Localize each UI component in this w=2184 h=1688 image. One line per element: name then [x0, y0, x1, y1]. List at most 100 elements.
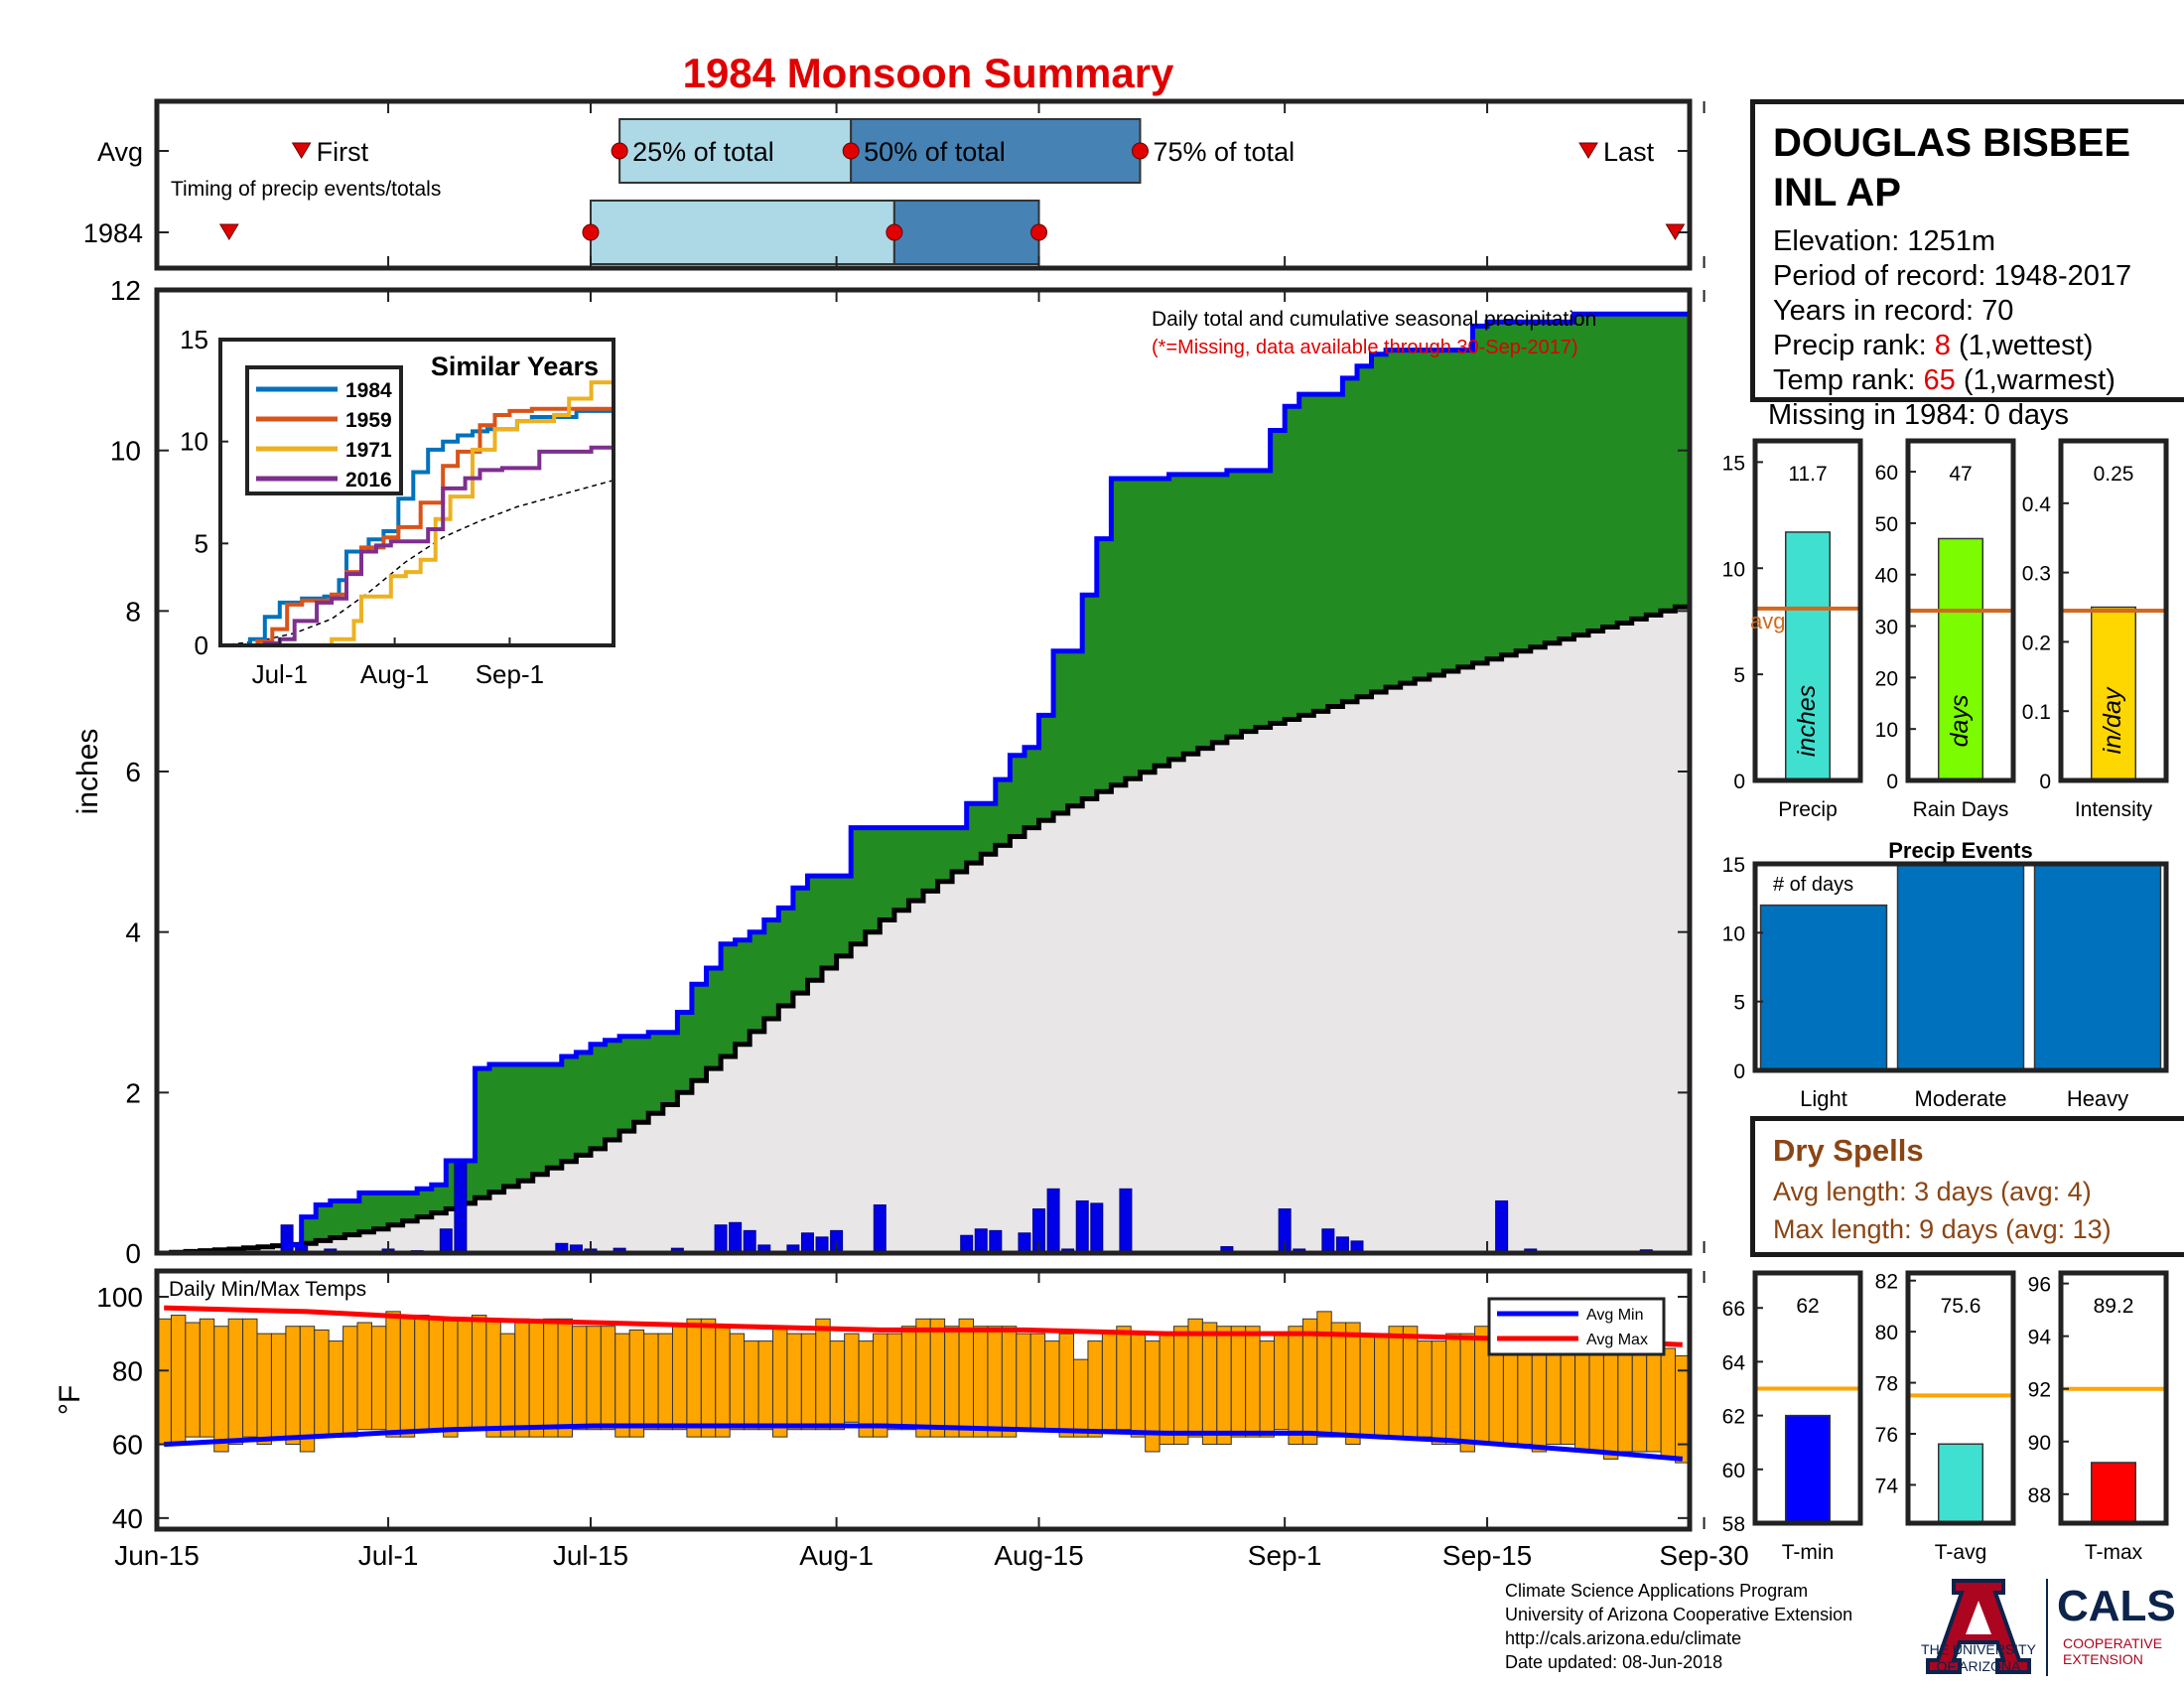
- station-elevation: Elevation: 1251m: [1773, 225, 1996, 257]
- temp-rank-value: 65: [1923, 364, 1956, 396]
- daily-temp-bar: [1330, 1322, 1347, 1438]
- event-category-label: Heavy: [2067, 1086, 2128, 1111]
- daily-temp-bar: [915, 1318, 931, 1438]
- inset-y-tick-label: 0: [195, 631, 208, 660]
- cals-logo-text: CALS: [2057, 1582, 2176, 1630]
- event-bar: [2033, 863, 2162, 1071]
- small-frame: [1905, 1270, 2016, 1526]
- small-y-tick-label: 94: [2028, 1327, 2052, 1349]
- x-tick-label: Jun-15: [114, 1540, 200, 1571]
- station-name-line1: DOUGLAS BISBEE: [1773, 121, 2131, 165]
- daily-temp-bar: [270, 1333, 287, 1438]
- daily-temp-bar: [786, 1333, 802, 1431]
- small-category-label: T-max: [2085, 1541, 2143, 1564]
- y-tick-label: 6: [125, 757, 141, 787]
- observed-cumulative-line: [157, 311, 1693, 1256]
- timing-row-label: 1984: [83, 218, 143, 248]
- inset-series-line: [220, 406, 614, 647]
- timing-last-label: Last: [1603, 137, 1655, 167]
- y-tick-label: 8: [125, 596, 141, 627]
- precip-rank-suffix: (1,wettest): [1950, 330, 2094, 361]
- timing-box-50-75: [892, 200, 1040, 265]
- daily-temp-bar: [628, 1329, 645, 1438]
- total-value-label: 62: [1796, 1295, 1819, 1318]
- university-a-logo-counter: [1966, 1601, 1991, 1634]
- daily-temp-bar: [443, 1318, 459, 1438]
- daily-temp-bar: [399, 1315, 416, 1438]
- precip-rank-value: 8: [1934, 330, 1951, 361]
- daily-precip-bar: [454, 1160, 468, 1254]
- small-category-label: Precip: [1778, 798, 1838, 821]
- legend-label: 1971: [345, 439, 392, 462]
- small-y-tick-label: 0.2: [2022, 632, 2051, 654]
- daily-temp-bar: [1602, 1347, 1619, 1460]
- daily-temp-bar: [686, 1318, 702, 1438]
- avg-label: avg: [1750, 609, 1785, 633]
- daily-precip-bar: [743, 1229, 756, 1254]
- temp-panel-title: Daily Min/Max Temps: [169, 1278, 366, 1301]
- timing-75-label: 75% of total: [1153, 137, 1295, 167]
- daily-temp-bar: [1187, 1318, 1203, 1438]
- dry-spells-box: Dry Spells Avg length: 3 days (avg: 4) M…: [1750, 1116, 2184, 1257]
- small-frame: [2058, 1270, 2169, 1526]
- daily-temp-bar: [1301, 1318, 1318, 1446]
- daily-temp-bar: [671, 1326, 688, 1431]
- daily-temp-bar: [1245, 1326, 1261, 1438]
- temp-legend-box: [1487, 1297, 1666, 1356]
- daily-temp-bar: [1445, 1333, 1461, 1446]
- legend-label: Avg Min: [1586, 1307, 1644, 1324]
- temp-y-tick-label: 60: [112, 1430, 143, 1461]
- daily-temp-bar: [771, 1326, 788, 1438]
- small-y-tick-label: 88: [2028, 1484, 2051, 1507]
- daily-temp-bar: [1159, 1333, 1175, 1446]
- daily-temp-bar: [571, 1326, 588, 1431]
- daily-temp-bar: [285, 1326, 301, 1446]
- total-value-label: 75.6: [1941, 1295, 1981, 1318]
- avg-min-line: [164, 1423, 1684, 1462]
- credit-line: Climate Science Applications Program: [1505, 1581, 1809, 1601]
- missing-days: Missing in 1984: 0 days: [1768, 399, 2070, 431]
- events-y-tick-label: 0: [1733, 1060, 1745, 1083]
- y-tick-label: 0: [125, 1238, 141, 1269]
- small-y-tick-label: 78: [1875, 1373, 1898, 1396]
- daily-temp-bar: [370, 1326, 387, 1431]
- credit-url[interactable]: http://cals.arizona.edu/climate: [1505, 1628, 1742, 1648]
- small-y-tick-label: 90: [2028, 1432, 2051, 1455]
- daily-temp-bar: [1474, 1326, 1490, 1446]
- small-y-tick-label: 76: [1875, 1424, 1898, 1447]
- daily-temp-bar: [1617, 1347, 1633, 1453]
- timing-box-25-50: [589, 200, 895, 265]
- timing-marker: [611, 142, 628, 160]
- daily-temp-bar: [1216, 1326, 1232, 1446]
- daily-precip-bar: [1495, 1199, 1509, 1254]
- legend-label: 1959: [345, 409, 392, 432]
- x-tick-label: Sep-30: [1659, 1540, 1748, 1571]
- inset-average-line: [219, 479, 614, 646]
- total-value-label: 47: [1949, 463, 1972, 486]
- x-tick-label: Aug-1: [799, 1540, 874, 1571]
- daily-precip-bar: [729, 1221, 743, 1254]
- timing-caption: Timing of precip events/totals: [171, 178, 441, 201]
- average-cumulative-line: [157, 603, 1693, 1256]
- daily-temp-bar: [987, 1326, 1003, 1438]
- daily-temp-bar: [170, 1315, 187, 1446]
- small-y-tick-label: 30: [1875, 617, 1898, 639]
- events-y-tick-label: 10: [1722, 922, 1745, 945]
- daily-precip-bar: [1321, 1228, 1335, 1254]
- daily-temp-bar: [528, 1322, 545, 1438]
- daily-temp-bar: [242, 1318, 258, 1438]
- avg-max-line: [164, 1305, 1683, 1347]
- total-bar: [2090, 606, 2137, 781]
- daily-temp-bar: [1230, 1326, 1247, 1438]
- daily-temp-bar: [586, 1326, 602, 1431]
- daily-precip-bar: [714, 1224, 728, 1254]
- daily-temp-bar: [872, 1333, 888, 1438]
- daily-temp-bar: [887, 1333, 902, 1431]
- daily-temp-bar: [1044, 1340, 1060, 1431]
- small-category-label: Rain Days: [1913, 798, 2009, 821]
- total-bar: [1784, 531, 1832, 781]
- credit-line: University of Arizona Cooperative Extens…: [1505, 1605, 1853, 1624]
- daily-temp-bar: [213, 1326, 229, 1453]
- precip-events-panel: Light Moderate Heavy 0 5 10 15 Precip Events # o…: [1722, 838, 2169, 1111]
